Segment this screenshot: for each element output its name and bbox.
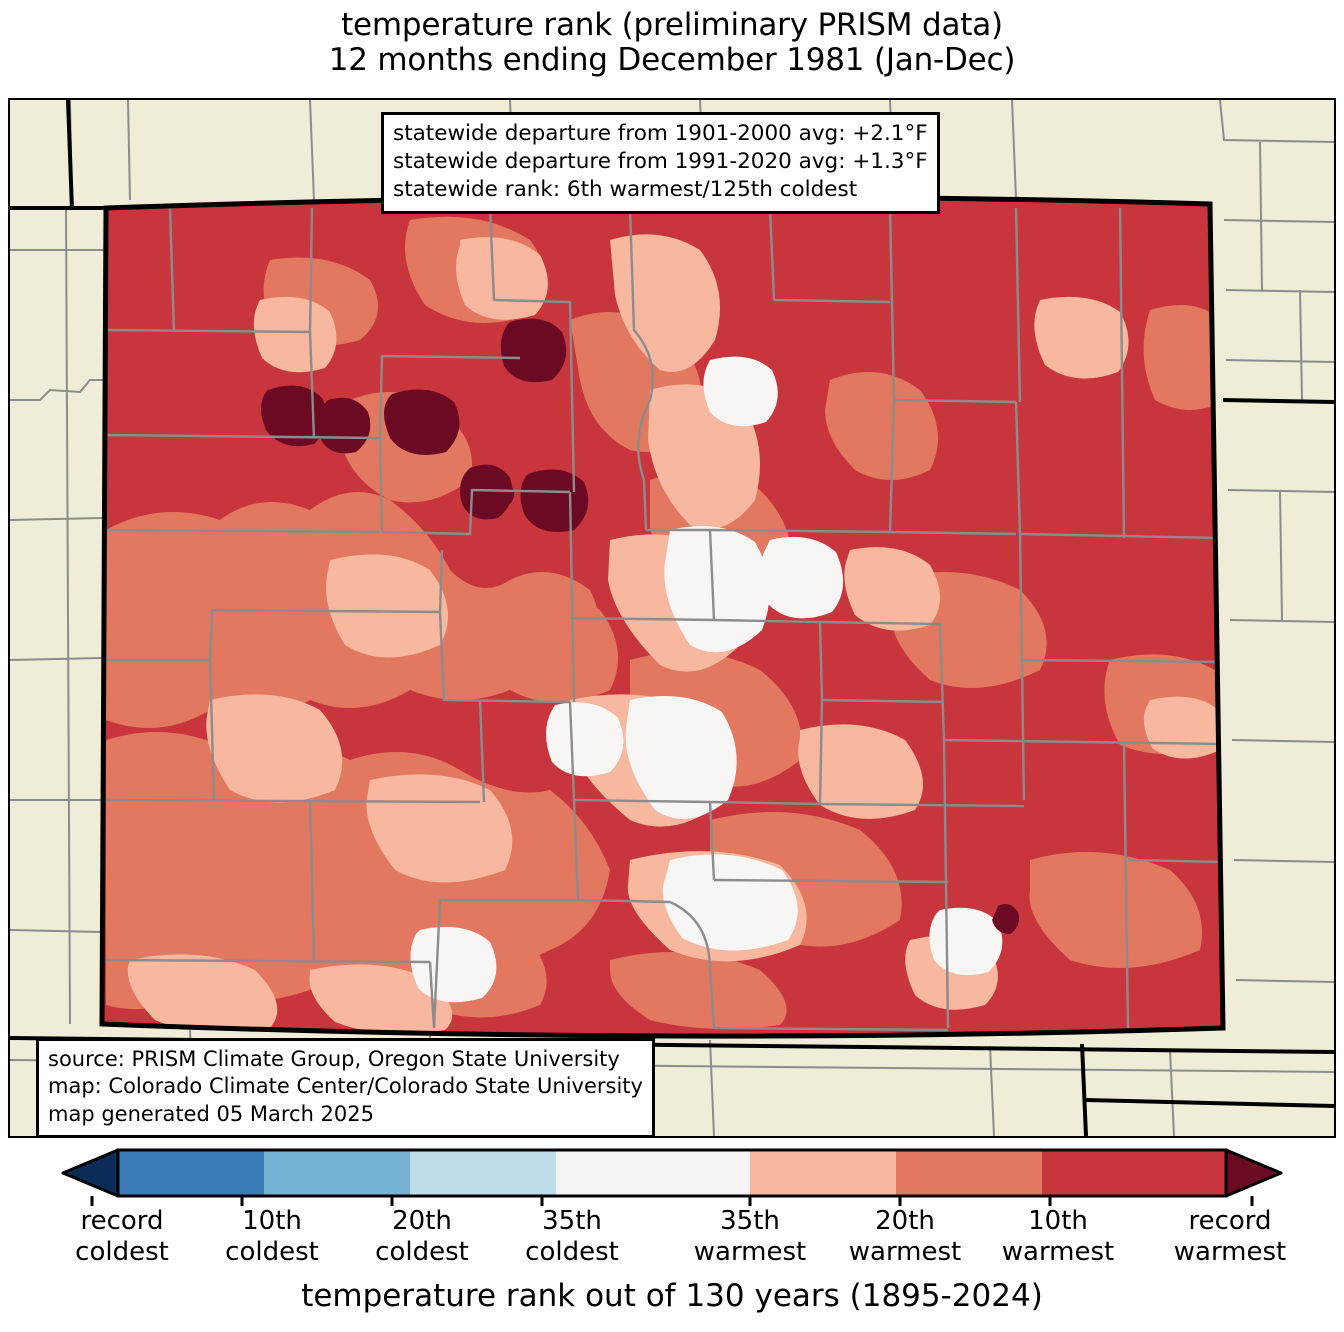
statistics-box: statewide departure from 1901-2000 avg: … <box>381 112 940 214</box>
colorbar-label-3: 35th coldest <box>525 1206 619 1267</box>
colorbar-seg-10th-coldest <box>118 1150 264 1196</box>
page-title: temperature rank (preliminary PRISM data… <box>0 8 1344 77</box>
colorbar-caption: temperature rank out of 130 years (1895-… <box>301 1278 1043 1314</box>
colorbar-seg-35th-warmest <box>750 1150 896 1196</box>
colorbar-seg-20th-coldest <box>264 1150 410 1196</box>
map-panel: statewide departure from 1901-2000 avg: … <box>8 98 1336 1138</box>
stat-departure-1991-2020: statewide departure from 1991-2020 avg: … <box>393 148 928 174</box>
colorbar <box>0 1146 1344 1206</box>
colorbar-label-6: 10th warmest <box>1001 1206 1115 1267</box>
stat-statewide-rank: statewide rank: 6th warmest/125th coldes… <box>393 176 858 202</box>
title-line-2: 12 months ending December 1981 (Jan-Dec) <box>328 41 1016 78</box>
colorbar-label-0: record coldest <box>75 1206 169 1267</box>
map-credit-line: map: Colorado Climate Center/Colorado St… <box>48 1074 643 1099</box>
colorbar-label-4: 35th warmest <box>693 1206 807 1267</box>
colorbar-cap-record-warmest <box>1224 1148 1283 1198</box>
title-line-1: temperature rank (preliminary PRISM data… <box>341 7 1003 43</box>
colorbar-seg-35th-coldest <box>410 1150 556 1196</box>
colorbar-label-7: record warmest <box>1173 1206 1287 1267</box>
colorbar-ticks <box>90 1196 1254 1206</box>
colorbar-seg-20th-warmest <box>896 1150 1042 1196</box>
colorbar-seg-10th-warmest <box>1042 1150 1226 1196</box>
colorbar-label-5: 20th warmest <box>848 1206 962 1267</box>
colorbar-seg-near-normal <box>556 1150 750 1196</box>
colorbar-cap-record-coldest <box>61 1148 120 1198</box>
map-generated-line: map generated 05 March 2025 <box>48 1101 375 1126</box>
source-box: source: PRISM Climate Group, Oregon Stat… <box>36 1038 655 1136</box>
colorbar-label-1: 10th coldest <box>225 1206 319 1267</box>
colorbar-outline <box>116 1148 1228 1198</box>
source-line: source: PRISM Climate Group, Oregon Stat… <box>48 1047 620 1071</box>
colorbar-labels: record coldest 10th coldest 20th coldest… <box>0 1206 1344 1268</box>
neighbor-county-lines <box>10 100 1334 1136</box>
county-boundaries <box>105 207 1223 1032</box>
colorbar-label-2: 20th coldest <box>375 1206 469 1267</box>
stat-departure-1901-2000: statewide departure from 1901-2000 avg: … <box>393 121 928 146</box>
colorado-temperature-rank-map <box>10 100 1334 1136</box>
